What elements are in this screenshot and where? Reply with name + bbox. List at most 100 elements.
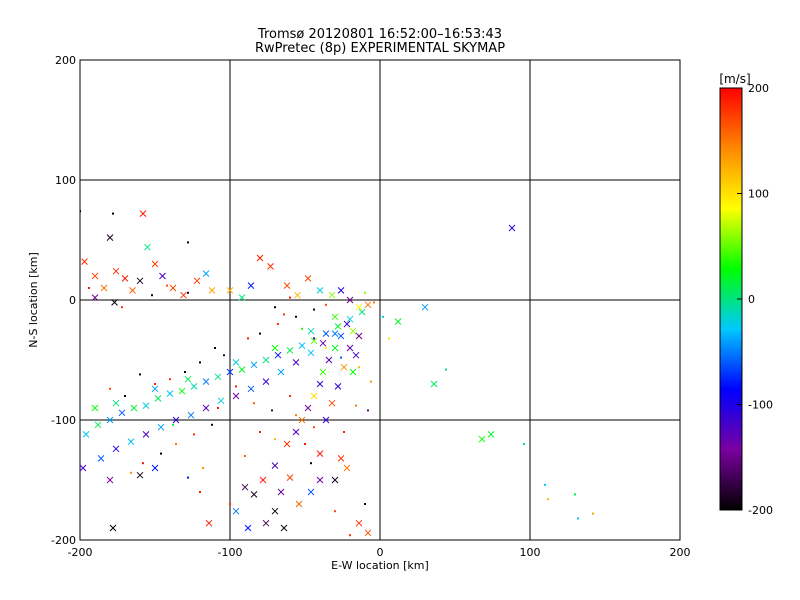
- data-point-dot: [364, 291, 366, 294]
- data-point-dot: [295, 315, 297, 318]
- data-point-cross: [316, 450, 324, 457]
- data-point-cross: [106, 476, 114, 484]
- data-point-cross: [111, 299, 118, 306]
- x-axis: -200 -100 0 100 200: [68, 60, 691, 559]
- data-point-cross: [274, 351, 282, 359]
- data-point-dot: [247, 337, 249, 340]
- data-point-dot: [358, 366, 360, 369]
- data-point-cross: [334, 323, 342, 330]
- data-point-dot: [166, 284, 168, 287]
- data-point-dot: [202, 467, 204, 469]
- data-point-cross: [322, 416, 330, 424]
- data-point-dot: [124, 395, 126, 397]
- data-point-cross: [178, 387, 186, 395]
- data-point-dot: [184, 371, 186, 373]
- data-point-dot: [313, 426, 315, 429]
- data-point-cross: [316, 287, 324, 294]
- data-point-cross: [294, 291, 301, 299]
- data-point-dot: [373, 301, 375, 304]
- data-point-cross: [316, 476, 324, 484]
- y-tick-label: 0: [69, 294, 76, 307]
- data-point-cross: [262, 356, 270, 364]
- data-point-cross: [349, 368, 357, 376]
- data-point-dot: [349, 534, 351, 537]
- data-point-cross: [217, 397, 225, 405]
- data-point-cross: [129, 287, 136, 294]
- data-point-cross: [142, 431, 150, 438]
- data-point-dot: [283, 313, 285, 316]
- data-point-cross: [82, 431, 90, 438]
- data-point-cross: [328, 291, 336, 299]
- data-point-cross: [144, 243, 151, 251]
- data-point-cross: [136, 471, 144, 479]
- data-point-cross: [184, 375, 192, 383]
- data-point-cross: [307, 327, 315, 335]
- data-point-cross: [316, 380, 324, 388]
- data-point-dot: [199, 491, 201, 493]
- data-point-cross: [154, 395, 162, 402]
- data-point-cross: [91, 272, 99, 280]
- chart-subtitle: RwPretec (8p) EXPERIMENTAL SKYMAP: [255, 41, 505, 56]
- data-point-cross: [214, 373, 222, 381]
- x-tick-label: -100: [218, 546, 243, 559]
- data-point-cross: [307, 349, 315, 357]
- data-point-cross: [487, 431, 495, 438]
- data-point-cross: [286, 347, 294, 354]
- data-point-cross: [277, 368, 285, 376]
- data-point-cross: [343, 464, 351, 472]
- data-point-cross: [267, 263, 274, 270]
- data-point-cross: [352, 351, 360, 359]
- data-point-cross: [358, 308, 366, 316]
- data-point-dot: [109, 387, 111, 390]
- data-point-dot: [88, 287, 90, 289]
- data-point-cross: [97, 455, 105, 462]
- colorbar-label: [m/s]: [719, 72, 750, 86]
- data-point-cross: [250, 491, 258, 498]
- colorbar: [m/s] -200 -100 0 100 200: [719, 72, 773, 517]
- data-point-cross: [256, 254, 264, 262]
- data-point-cross: [364, 301, 372, 309]
- data-point-cross: [142, 402, 150, 409]
- data-point-dot: [271, 409, 273, 412]
- data-point-cross: [169, 284, 177, 292]
- data-point-dot: [574, 493, 576, 496]
- data-point-cross: [280, 524, 288, 532]
- data-point-dot: [277, 323, 279, 325]
- data-point-cross: [112, 399, 120, 407]
- y-axis: -200 -100 0 100 200: [51, 54, 680, 547]
- data-point-cross: [118, 409, 126, 417]
- data-point-cross: [337, 287, 345, 294]
- data-point-dot: [130, 471, 132, 474]
- data-point-cross: [80, 464, 87, 472]
- data-point-cross: [349, 327, 357, 335]
- data-point-cross: [238, 366, 246, 373]
- data-point-dot: [139, 373, 141, 376]
- data-point-cross: [232, 507, 240, 515]
- colorbar-ticks: -200 -100 0 100 200: [737, 82, 773, 517]
- data-point-cross: [331, 344, 339, 352]
- data-point-cross: [112, 267, 120, 275]
- data-point-dot: [217, 407, 219, 409]
- data-point-cross: [250, 361, 258, 369]
- data-point-cross: [202, 378, 210, 385]
- chart-title: Tromsø 20120801 16:52:00–16:53:43: [257, 27, 502, 42]
- y-axis-label: N-S location [km]: [27, 252, 40, 348]
- data-point-cross: [430, 380, 438, 388]
- data-point-cross: [226, 287, 234, 294]
- data-point-cross: [151, 385, 159, 393]
- data-point-cross: [331, 330, 339, 337]
- data-point-cross: [205, 519, 213, 527]
- data-point-cross: [292, 428, 300, 436]
- data-point-dot: [382, 315, 384, 318]
- data-point-cross: [247, 385, 255, 393]
- x-tick-label: 0: [377, 546, 384, 559]
- data-point-dot: [523, 443, 525, 445]
- data-point-cross: [159, 272, 166, 280]
- data-point-dot: [121, 306, 123, 309]
- data-point-cross: [355, 332, 363, 340]
- y-tick-label: 200: [55, 54, 76, 67]
- data-point-cross: [100, 284, 108, 292]
- data-point-dot: [289, 395, 291, 397]
- data-point-cross: [247, 282, 255, 289]
